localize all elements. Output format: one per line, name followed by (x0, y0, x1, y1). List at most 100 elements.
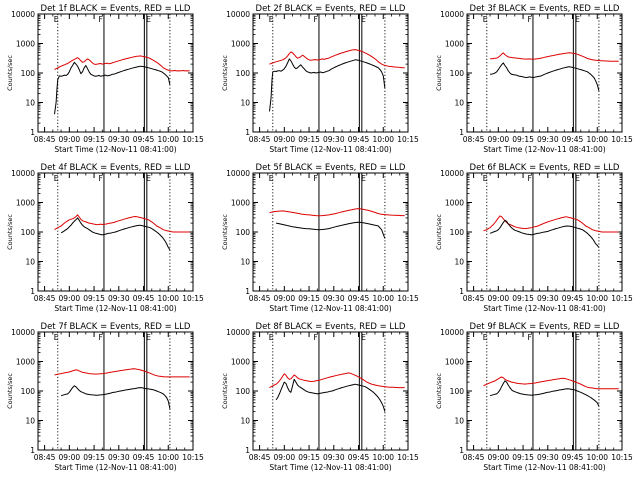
y-tick-label: 1 (30, 446, 35, 455)
marker-tag: F (98, 333, 102, 342)
events-series-line (275, 378, 386, 412)
x-tick-label: 10:00 (586, 294, 608, 303)
x-tick-label: 10:00 (372, 453, 394, 462)
x-axis-label: Start Time (12-Nov-11 08:41:00) (483, 304, 605, 313)
y-axis-label: Counts/sec (221, 214, 229, 250)
x-tick-label: 09:15 (512, 294, 534, 303)
panel-5: Det 5f BLACK = Events, RED = LLD 1 10 100 10… (221, 163, 419, 313)
events-series-line (490, 62, 600, 91)
lld-series-line (269, 372, 405, 389)
x-tick-label: 08:45 (249, 294, 271, 303)
y-tick-label: 1 (459, 128, 464, 137)
y-tick-label: 10000 (440, 328, 464, 337)
x-tick-label: 09:00 (274, 135, 296, 144)
panel-6: Det 6f BLACK = Events, RED = LLD 1 10 100 10… (435, 163, 633, 313)
x-tick-label: 09:15 (83, 135, 105, 144)
panel-title: Det 7f BLACK = Events, RED = LLD (41, 322, 191, 332)
panel-title: Det 9f BLACK = Events, RED = LLD (470, 322, 620, 332)
marker-tag: E (146, 174, 151, 183)
x-tick-label: 09:00 (488, 135, 510, 144)
marker-tag: E (361, 15, 366, 24)
y-tick-label: 10000 (11, 328, 35, 337)
marker-tag: E (54, 333, 59, 342)
panel-title: Det 4f BLACK = Events, RED = LLD (41, 163, 191, 173)
x-tick-label: 09:15 (298, 135, 320, 144)
y-tick-label: 10000 (11, 169, 35, 178)
marker-tag: E (575, 15, 580, 24)
x-tick-label: 09:00 (274, 453, 296, 462)
x-tick-label: 08:45 (249, 135, 271, 144)
y-tick-label: 10 (25, 417, 35, 426)
x-tick-label: 09:45 (348, 294, 370, 303)
x-tick-label: 09:15 (298, 294, 320, 303)
y-tick-label: 1000 (445, 199, 464, 208)
panel-title: Det 5f BLACK = Events, RED = LLD (256, 163, 406, 173)
lld-series-line (269, 49, 405, 69)
x-tick-label: 09:45 (133, 294, 155, 303)
marker-tag: F (98, 174, 102, 183)
y-tick-label: 10 (454, 258, 464, 267)
marker-tag: E (361, 333, 366, 342)
y-tick-label: 1000 (16, 199, 35, 208)
panel-4: Det 4f BLACK = Events, RED = LLD 1 10 100 10… (6, 163, 204, 313)
x-tick-label: 10:15 (611, 453, 633, 462)
y-tick-label: 1 (459, 446, 464, 455)
y-tick-label: 100 (450, 387, 465, 396)
x-tick-label: 09:30 (108, 294, 130, 303)
x-tick-label: 10:00 (157, 453, 179, 462)
y-tick-label: 1 (30, 287, 35, 296)
y-tick-label: 10000 (226, 328, 250, 337)
marker-tag: F (527, 15, 531, 24)
y-axis-label: Counts/sec (221, 55, 229, 91)
panel-title: Det 2f BLACK = Events, RED = LLD (256, 4, 406, 14)
x-axis-label: Start Time (12-Nov-11 08:41:00) (483, 463, 605, 472)
x-tick-label: 10:00 (157, 294, 179, 303)
x-tick-label: 09:30 (537, 453, 559, 462)
x-tick-label: 09:30 (108, 453, 130, 462)
y-tick-label: 10 (454, 99, 464, 108)
y-tick-label: 1000 (445, 358, 464, 367)
y-tick-label: 10 (454, 417, 464, 426)
x-tick-label: 10:15 (611, 135, 633, 144)
y-tick-label: 1 (30, 128, 35, 137)
y-tick-label: 1000 (16, 40, 35, 49)
x-tick-label: 09:15 (83, 453, 105, 462)
x-axis-label: Start Time (12-Nov-11 08:41:00) (269, 145, 391, 154)
lld-series-line (269, 208, 405, 217)
marker-tag: E (483, 15, 488, 24)
panel-3: Det 3f BLACK = Events, RED = LLD 1 10 100 10… (435, 4, 633, 154)
x-tick-label: 10:15 (182, 135, 204, 144)
y-tick-label: 10 (25, 258, 35, 267)
y-tick-label: 1000 (231, 358, 250, 367)
y-tick-label: 100 (236, 387, 251, 396)
y-tick-label: 100 (21, 228, 36, 237)
events-series-line (489, 219, 600, 248)
panel-title: Det 1f BLACK = Events, RED = LLD (41, 4, 191, 14)
marker-tag: E (146, 15, 151, 24)
x-tick-label: 10:15 (611, 294, 633, 303)
y-axis-label: Counts/sec (435, 55, 443, 91)
y-tick-label: 10000 (440, 169, 464, 178)
x-tick-label: 10:00 (372, 135, 394, 144)
panel-title: Det 6f BLACK = Events, RED = LLD (470, 163, 620, 173)
marker-tag: F (313, 333, 317, 342)
x-tick-label: 09:45 (562, 453, 584, 462)
y-tick-label: 1 (245, 446, 250, 455)
x-tick-label: 09:00 (59, 294, 81, 303)
lld-series-line (54, 55, 190, 72)
x-tick-label: 09:30 (323, 453, 345, 462)
x-tick-label: 09:45 (348, 453, 370, 462)
events-series-line (60, 217, 171, 251)
x-axis-label: Start Time (12-Nov-11 08:41:00) (54, 463, 176, 472)
y-tick-label: 10 (240, 258, 250, 267)
x-tick-label: 09:45 (348, 135, 370, 144)
x-tick-label: 08:45 (249, 453, 271, 462)
y-axis-label: Counts/sec (435, 214, 443, 250)
events-series-line (269, 58, 386, 112)
x-tick-label: 10:15 (397, 294, 419, 303)
panel-8: Det 8f BLACK = Events, RED = LLD 1 10 100 10… (221, 322, 419, 472)
x-tick-label: 10:15 (182, 294, 204, 303)
x-tick-label: 09:00 (59, 453, 81, 462)
x-tick-label: 10:00 (372, 294, 394, 303)
x-axis-label: Start Time (12-Nov-11 08:41:00) (269, 304, 391, 313)
